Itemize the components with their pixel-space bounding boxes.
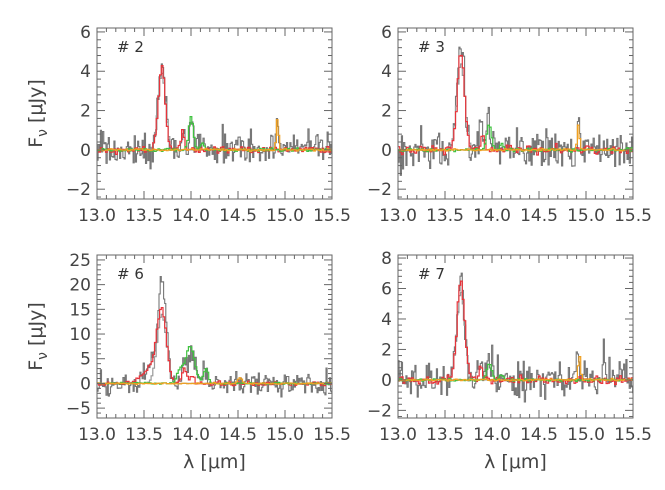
- panel-label: # 7: [418, 265, 445, 283]
- plot-frame: [397, 27, 634, 200]
- x-axis-label: λ [μm]: [183, 451, 246, 473]
- series-line: [398, 272, 633, 403]
- y-tick-label: 25: [69, 251, 91, 271]
- x-tick-label: 13.0: [78, 206, 116, 226]
- x-tick-label: 15.0: [567, 425, 605, 445]
- y-tick-label: 4: [80, 62, 91, 82]
- series-line: [97, 313, 332, 384]
- y-tick-label: 6: [381, 23, 392, 43]
- y-tick-label: 8: [381, 249, 392, 269]
- x-tick-label: 14.0: [473, 425, 511, 445]
- x-tick-label: 15.0: [266, 425, 304, 445]
- y-tick-label: 0: [80, 141, 91, 161]
- plot-area: [97, 63, 332, 170]
- x-tick-label: 14.0: [473, 206, 511, 226]
- plot-area: [398, 272, 633, 403]
- series-line: [97, 377, 332, 386]
- x-tick-label: 14.5: [520, 425, 558, 445]
- spectrum-panel: 13.0 13.5 14.0 14.5 15.0 15.5 −2 0 2 4 6 # 3: [367, 23, 652, 226]
- y-tick-label: 0: [381, 141, 392, 161]
- y-tick-label: 6: [381, 280, 392, 300]
- y-tick-label: −2: [66, 180, 91, 200]
- x-tick-label: 15.5: [614, 206, 652, 226]
- y-tick-label: 0: [80, 374, 91, 394]
- y-tick-label: 20: [69, 276, 91, 296]
- y-tick-label: 5: [80, 350, 91, 370]
- series-line: [97, 276, 332, 398]
- x-tick-label: 15.0: [567, 206, 605, 226]
- y-tick-label: 15: [69, 300, 91, 320]
- series-line: [398, 124, 633, 152]
- y-tick-label: 4: [381, 62, 392, 82]
- y-tick-label: 2: [381, 102, 392, 122]
- x-tick-label: 15.5: [614, 425, 652, 445]
- series-line: [97, 119, 332, 153]
- series-line: [398, 356, 633, 382]
- plot-area: [97, 276, 332, 398]
- x-tick-label: 14.5: [520, 206, 558, 226]
- spectrum-panel: 13.0 13.5 14.0 14.5 15.0 15.5 −2 0 2 4 6 # 2 Fν [μJy…: [25, 23, 351, 226]
- spectrum-panel: 13.0 13.5 14.0 14.5 15.0 15.5 −5 0 5 10 15 20 25 # 6 F…: [25, 251, 351, 473]
- plot-area: [398, 46, 633, 176]
- series-line: [398, 363, 633, 382]
- x-tick-label: 14.0: [172, 206, 210, 226]
- y-tick-label: −2: [367, 401, 392, 421]
- y-tick-label: −2: [367, 180, 392, 200]
- y-tick-label: −5: [66, 399, 91, 419]
- y-tick-label: 2: [381, 340, 392, 360]
- x-tick-label: 15.5: [313, 425, 351, 445]
- x-tick-label: 14.5: [219, 206, 257, 226]
- series-line: [398, 46, 633, 176]
- plot-frame: [96, 27, 333, 200]
- panel-label: # 6: [117, 265, 144, 283]
- x-tick-label: 15.5: [313, 206, 351, 226]
- y-tick-label: 0: [381, 371, 392, 391]
- x-tick-label: 13.5: [426, 425, 464, 445]
- y-tick-label: 6: [80, 23, 91, 43]
- panel-label: # 3: [418, 38, 445, 56]
- plot-frame: [397, 254, 634, 419]
- x-tick-label: 13.0: [379, 206, 417, 226]
- x-tick-label: 14.5: [219, 425, 257, 445]
- series-line: [97, 63, 332, 170]
- series-line: [398, 280, 633, 386]
- y-axis-label: Fν [μJy]: [25, 302, 51, 371]
- x-tick-label: 14.0: [172, 425, 210, 445]
- plot-frame: [96, 254, 333, 419]
- y-tick-label: 10: [69, 325, 91, 345]
- x-tick-label: 13.5: [125, 206, 163, 226]
- x-tick-label: 13.0: [379, 425, 417, 445]
- series-line: [398, 291, 633, 381]
- y-tick-label: 2: [80, 102, 91, 122]
- y-tick-label: 4: [381, 310, 392, 330]
- x-tick-label: 13.0: [78, 425, 116, 445]
- x-tick-label: 15.0: [266, 206, 304, 226]
- x-tick-label: 13.5: [125, 425, 163, 445]
- panel-label: # 2: [117, 38, 144, 56]
- series-line: [97, 72, 332, 151]
- x-tick-label: 13.5: [426, 206, 464, 226]
- series-line: [97, 307, 332, 387]
- x-axis-label: λ [μm]: [484, 451, 547, 473]
- series-line: [398, 63, 633, 151]
- y-axis-label: Fν [μJy]: [25, 79, 51, 148]
- spectrum-panel: 13.0 13.5 14.0 14.5 15.0 15.5 −2 0 2 4 6 8 # 7 λ [μm]: [367, 249, 652, 473]
